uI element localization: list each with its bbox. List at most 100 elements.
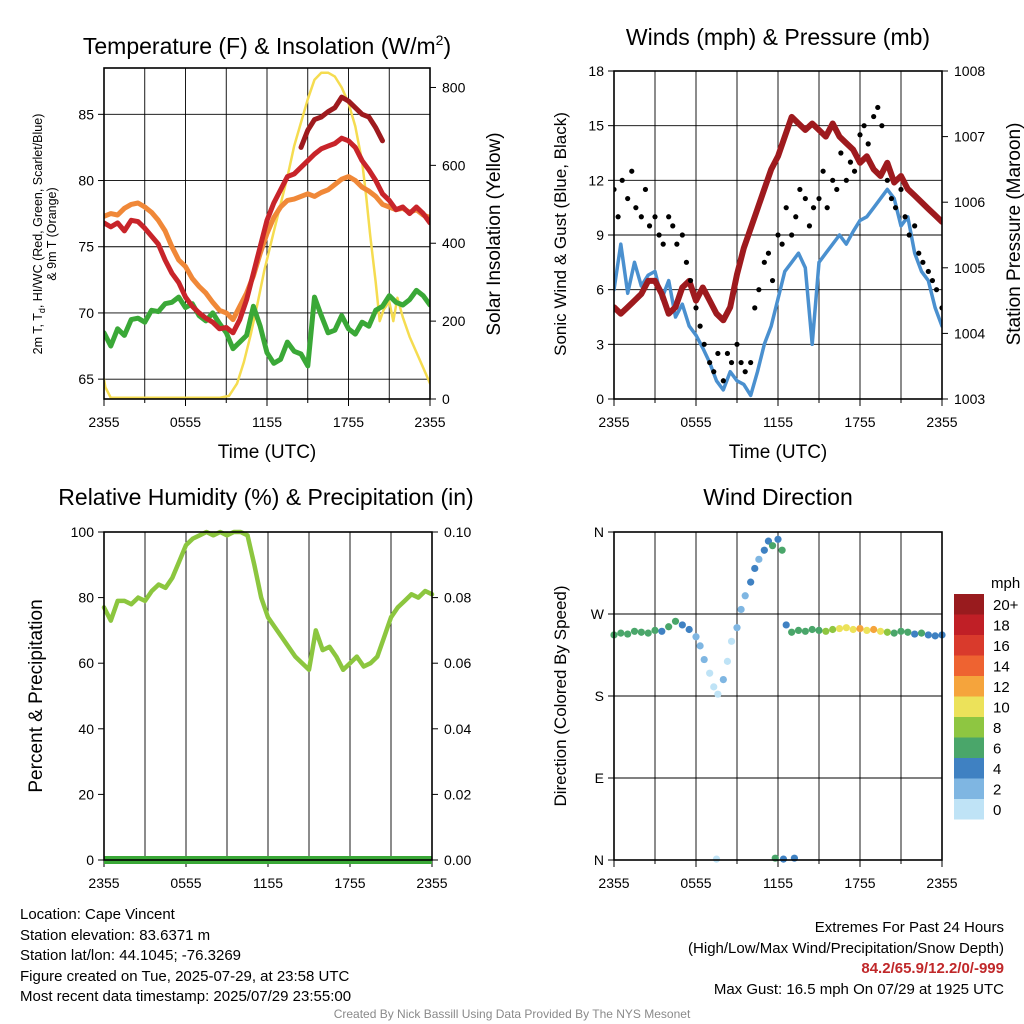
legend-swatch [954,676,984,697]
direction-point [768,542,777,550]
direction-point [637,628,645,636]
x-tick-label: 2355 [416,875,447,891]
direction-point [890,629,898,637]
plot-border [103,67,431,400]
x-tick-label: 0555 [680,875,711,891]
gust-point [902,214,908,220]
gust-point [906,232,912,238]
gust-point [806,223,813,229]
y2-tick-label: 200 [442,313,466,329]
direction-point [883,628,891,636]
gust-point [615,214,621,220]
y-tick-label: N [594,852,604,868]
series-hiwc [298,94,385,150]
recent-timestamp: Most recent data timestamp: 2025/07/29 2… [20,988,352,1005]
direction-point [714,690,722,698]
direction-point [794,626,803,635]
direction-points [610,535,946,863]
direction-point [741,592,749,600]
y2-axis-label: Solar Insolation (Yellow) [484,132,505,335]
station-location: Location: Cape Vincent [20,906,175,923]
station-latlon: Station lat/lon: 44.1045; -76.3269 [20,947,242,964]
y2-tick-label: 0.10 [444,524,471,540]
x-axis-label: Time (UTC) [729,442,828,463]
gust-point [871,113,877,120]
gust-point [711,369,717,375]
gust-point [679,232,685,238]
gust-point [925,268,931,275]
station-elevation: Station elevation: 83.6371 m [20,926,211,944]
x-tick-label: 2355 [598,875,629,891]
gust-point [742,369,748,375]
y2-tick-label: 0.08 [444,590,471,606]
direction-point [651,626,659,635]
direction-point [733,624,741,632]
gust-point [633,205,639,211]
direction-point [870,625,878,634]
legend-label: 0 [993,802,1001,819]
direction-point [706,669,714,677]
x-tick-label: 2355 [598,414,629,430]
direction-point [815,626,823,635]
gust-point [783,205,789,211]
gust-point [789,232,795,238]
x-tick-label: 2355 [926,414,957,430]
direction-point [829,625,837,634]
series-td [104,287,430,369]
y2-tick-label: 600 [442,157,466,173]
gust-point [802,195,808,202]
gust-point [879,123,885,129]
direction-point [751,564,759,573]
direction-point [710,683,718,691]
gust-point [724,350,731,357]
direction-point [822,627,830,635]
gust-point [683,259,690,265]
legend-label: 18 [993,618,1010,635]
y2-tick-label: 1004 [954,325,985,341]
direction-point [685,625,693,634]
ylabel-part: , HI/WC (Red, Green, Scarlet/Blue) [31,114,45,309]
x-tick-label: 0555 [680,414,711,430]
legend-label: 6 [993,741,1001,758]
direction-point [856,624,864,633]
direction-point [671,617,680,625]
y2-tick-label: 800 [442,79,466,95]
y-tick-label: 65 [78,371,94,387]
legend-swatch [954,696,984,717]
gust-point [638,214,644,220]
y-tick-label: 85 [78,106,94,122]
y2-tick-label: 1006 [954,194,985,210]
direction-point [747,578,755,586]
y2-axis-label: Station Pressure (Maroon) [1004,123,1024,346]
gust-point [843,177,849,183]
direction-point [931,632,939,640]
direction-point [723,657,732,665]
chart-title: Wind Direction [703,484,853,510]
gust-point [892,205,899,211]
temperature-series [104,71,430,399]
x-tick-label: 1155 [252,414,282,430]
legend-swatch [954,594,984,615]
legend-label: 16 [993,638,1010,655]
y-tick-label: 12 [588,172,604,188]
series-t2m [104,135,430,336]
direction-point [727,637,736,645]
gust-point [847,159,854,165]
panel-4: 2355 0555 1155 1755 2355 N E S W N Wind Direction D… [551,484,1020,891]
x-axis-label: Time (UTC) [218,442,317,463]
y-tick-label: E [595,770,604,786]
y-tick-label: N [594,524,604,540]
gust-point [920,259,926,265]
legend-swatch [954,635,984,656]
speed-legend: mph 20+ 18 16 14 12 10 8 6 4 2 0 [954,575,1020,820]
x-tick-label: 1755 [844,414,875,430]
extremes-info: Extremes For Past 24 Hours (High/Low/Max… [688,918,1004,1000]
gust-point [765,250,772,256]
y-axis-label: Direction (Colored By Speed) [551,585,570,806]
x-tick-label: 2355 [88,875,119,891]
y2-tick-label: 0 [442,391,450,407]
legend-label: 12 [993,679,1010,696]
gust-point [720,378,726,384]
x-tick-label: 0555 [170,414,201,430]
gust-point [693,305,699,311]
